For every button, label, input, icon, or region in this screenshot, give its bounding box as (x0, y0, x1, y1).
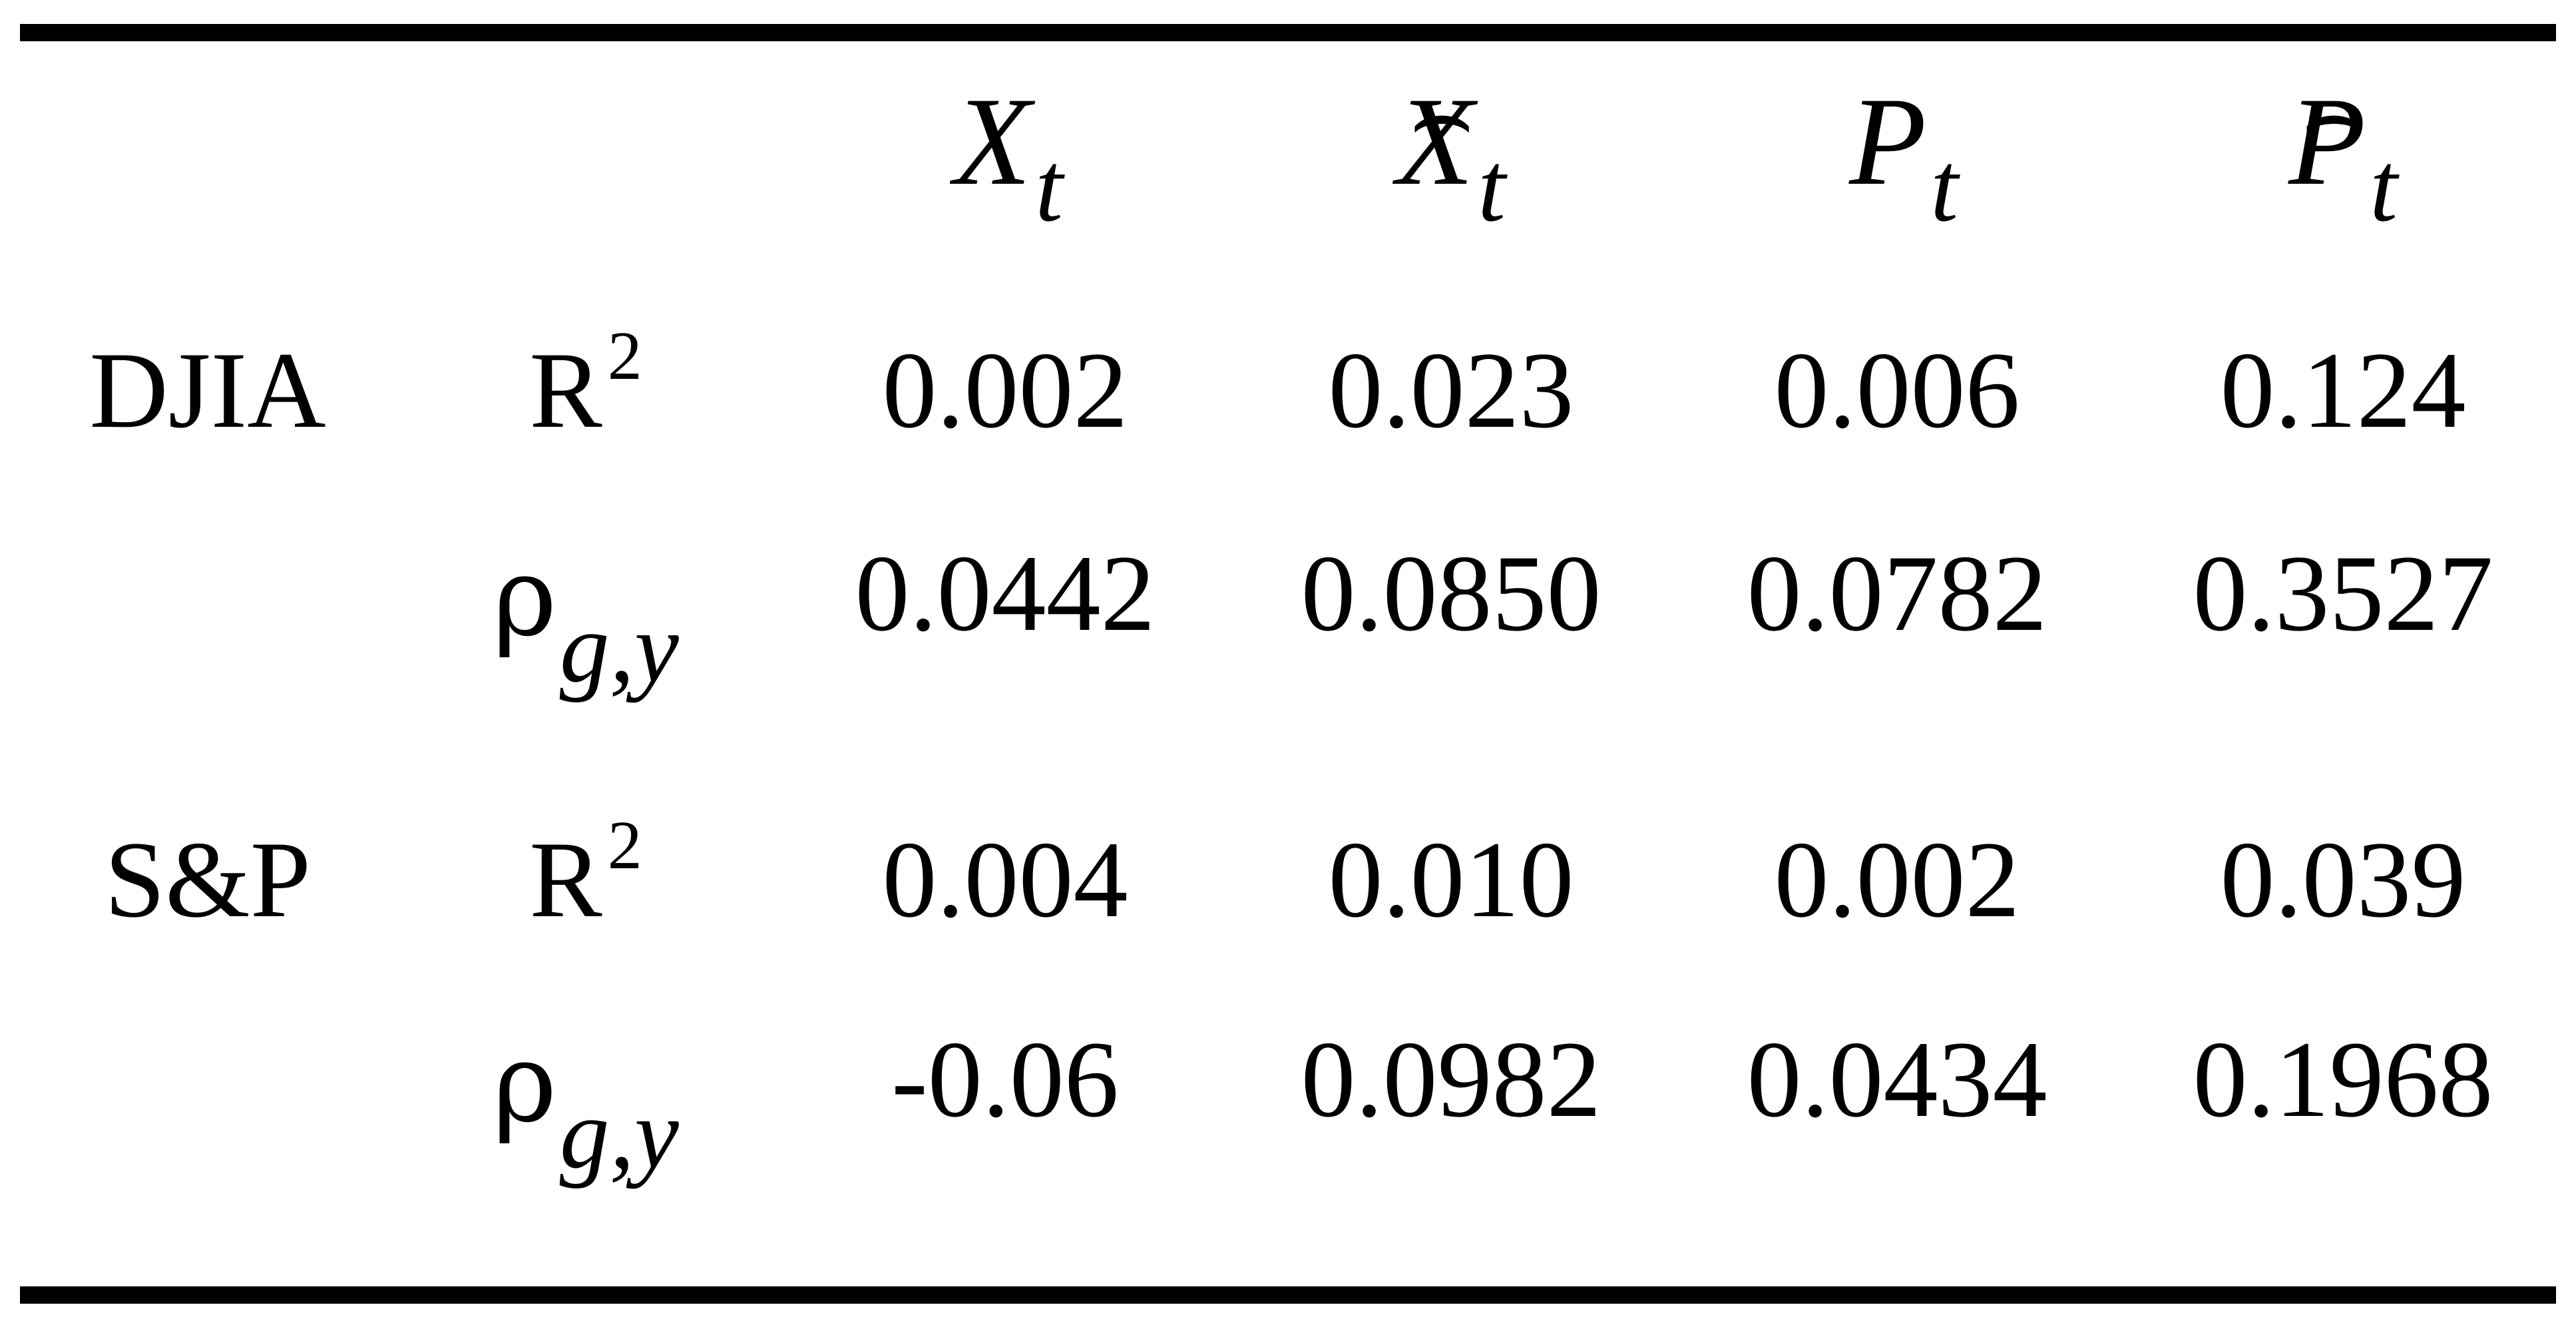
header-x-t: Xt (954, 72, 1063, 242)
stat-label-rho-gy: ρg,y (493, 533, 679, 703)
hat-accent: ⌢ (2300, 60, 2367, 170)
table-cell: 0.039 (2220, 820, 2466, 940)
table-cell: -0.06 (891, 1019, 1119, 1140)
header-p-t: Pt (1849, 72, 1958, 242)
table-cell: 0.1968 (2193, 1019, 2493, 1140)
group-label-sp: S&P (105, 820, 311, 940)
table-cell: 0.023 (1328, 330, 1574, 451)
table-cell: 0.010 (1328, 820, 1574, 940)
table-cell: 0.124 (2220, 330, 2466, 451)
table-cell: 0.002 (882, 330, 1128, 451)
table-cell: 0.0850 (1301, 533, 1602, 654)
table-cell: 0.004 (882, 820, 1128, 940)
table-cell: 0.002 (1774, 820, 2020, 940)
top-rule (20, 24, 2556, 41)
table-cell: 0.3527 (2193, 533, 2493, 654)
table-cell: 0.0782 (1747, 533, 2047, 654)
header-x-hat-t: ⌢ Xt (1396, 60, 1506, 242)
stat-label-r-squared: R2 (529, 318, 642, 451)
table-cell: 0.0434 (1747, 1019, 2047, 1140)
stat-label-r-squared: R2 (529, 807, 642, 940)
table-cell: 0.006 (1774, 330, 2020, 451)
group-label-djia: DJIA (89, 330, 326, 451)
table-cell: 0.0982 (1301, 1019, 1602, 1140)
hat-accent: ⌢ (1408, 60, 1475, 170)
header-p-hat-t: ⌢ Pt (2288, 60, 2398, 242)
table-cell: 0.0442 (855, 533, 1156, 654)
bottom-rule (20, 1286, 2556, 1304)
stat-label-rho-gy: ρg,y (493, 1019, 679, 1189)
